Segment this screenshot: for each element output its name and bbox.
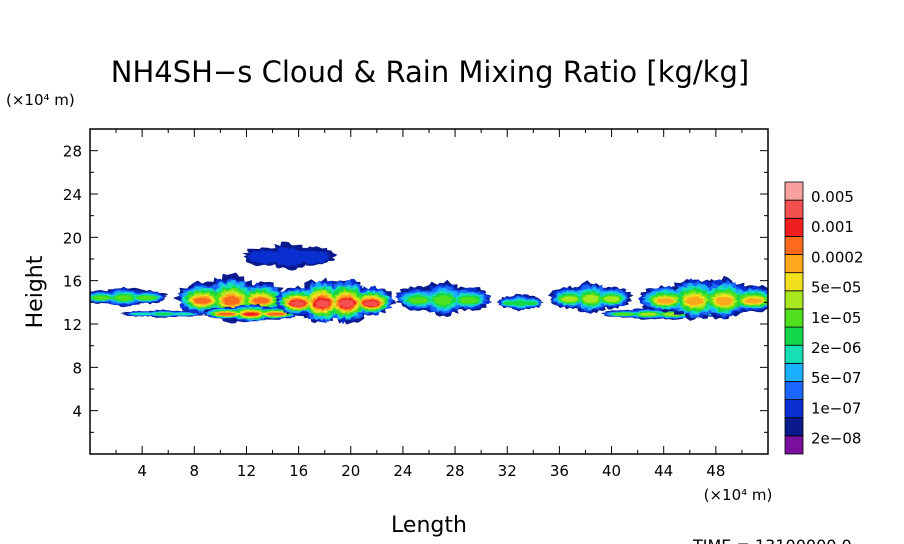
cloud-contour bbox=[638, 312, 657, 316]
cloud-contour bbox=[743, 298, 763, 304]
cloud-contour bbox=[513, 300, 528, 307]
cloud-contour bbox=[136, 295, 157, 300]
x-tick-label: 36 bbox=[550, 462, 569, 480]
cloud-contour bbox=[338, 299, 355, 308]
cloud-contour bbox=[656, 298, 675, 304]
colorbar-label: 0.0002 bbox=[811, 248, 864, 266]
x-tick-label: 32 bbox=[498, 462, 517, 480]
y-tick-label: 16 bbox=[63, 273, 82, 291]
colorbar-swatch bbox=[784, 435, 804, 455]
colorbar-swatch bbox=[784, 326, 804, 346]
colorbar-label: 2e−08 bbox=[811, 430, 861, 448]
cloud-contour bbox=[523, 301, 538, 306]
x-axis-unit: (×10⁴ m) bbox=[704, 486, 773, 504]
colorbar-swatch bbox=[784, 381, 804, 401]
x-tick-label: 48 bbox=[706, 462, 725, 480]
cloud-contour bbox=[715, 296, 734, 306]
cloud-contour bbox=[289, 300, 306, 307]
colorbar-label: 5e−07 bbox=[811, 369, 861, 387]
colorbar-swatch bbox=[784, 417, 804, 437]
x-tick-label: 16 bbox=[289, 462, 308, 480]
y-tick-label: 12 bbox=[63, 316, 82, 334]
cloud-contour bbox=[315, 299, 330, 308]
x-tick-label: 20 bbox=[341, 462, 360, 480]
cloud-contour bbox=[294, 250, 331, 265]
x-tick-label: 28 bbox=[446, 462, 465, 480]
colorbar-swatch bbox=[784, 235, 804, 255]
time-label: TIME = 13100000.0 bbox=[692, 536, 852, 544]
colorbar-swatch bbox=[784, 290, 804, 310]
cloud-contour bbox=[363, 301, 379, 307]
x-axis-label: Length bbox=[391, 513, 467, 538]
x-tick-label: 44 bbox=[654, 462, 673, 480]
colorbar-swatch bbox=[784, 254, 804, 274]
cloud-contour bbox=[432, 294, 453, 306]
cloud-contour bbox=[193, 297, 211, 304]
colorbar-label: 0.001 bbox=[811, 218, 854, 236]
x-tick-label: 40 bbox=[602, 462, 621, 480]
colorbar-swatch bbox=[784, 199, 804, 219]
y-axis-label: Height bbox=[23, 255, 48, 328]
cloud-contour bbox=[560, 296, 579, 303]
cloud-field bbox=[90, 241, 768, 325]
colorbar-swatch bbox=[784, 181, 804, 201]
colorbar-label: 0.005 bbox=[811, 188, 854, 206]
x-tick-label: 4 bbox=[137, 462, 147, 480]
colorbar-label: 2e−06 bbox=[811, 339, 861, 357]
cloud-contour bbox=[684, 296, 704, 306]
x-tick-label: 24 bbox=[393, 462, 412, 480]
y-axis-unit: (×10⁴ m) bbox=[6, 91, 75, 109]
colorbar-label: 1e−05 bbox=[811, 309, 861, 327]
y-tick-label: 24 bbox=[63, 186, 82, 204]
cloud-contour bbox=[266, 312, 286, 316]
cloud-contour bbox=[171, 312, 195, 316]
colorbar-label: 1e−07 bbox=[811, 399, 861, 417]
y-tick-label: 4 bbox=[72, 403, 82, 421]
colorbar-label: 5e−05 bbox=[811, 279, 861, 297]
cloud-contour bbox=[243, 312, 259, 316]
cloud-contour bbox=[216, 312, 236, 316]
cloud-contour bbox=[458, 297, 479, 304]
cloud-contour bbox=[252, 297, 270, 304]
cloud-contour bbox=[91, 295, 111, 300]
colorbar-swatch bbox=[784, 399, 804, 419]
cloud-contour bbox=[153, 312, 173, 316]
cloud-contour bbox=[223, 295, 240, 306]
colorbar-swatch bbox=[784, 217, 804, 237]
y-tick-label: 20 bbox=[63, 229, 82, 247]
colorbar: 0.005 0.001 0.0002 5e−05 1e−05 2e−06 5e−07 1e−0… bbox=[784, 181, 864, 455]
cloud-contour bbox=[502, 301, 518, 306]
x-tick-label: 8 bbox=[190, 462, 200, 480]
y-tick-label: 8 bbox=[72, 359, 82, 377]
cloud-contour bbox=[581, 294, 600, 303]
colorbar-swatch bbox=[784, 344, 804, 364]
colorbar-swatch bbox=[784, 362, 804, 382]
colorbar-swatch bbox=[784, 272, 804, 292]
cloud-contour bbox=[407, 296, 428, 304]
cloud-contour bbox=[612, 312, 635, 316]
y-tick-label: 28 bbox=[63, 143, 82, 161]
cloud-contour bbox=[270, 247, 308, 267]
cloud-contour bbox=[603, 296, 621, 303]
colorbar-swatch bbox=[784, 308, 804, 328]
x-tick-label: 12 bbox=[237, 462, 256, 480]
cloud-contour bbox=[129, 312, 154, 316]
chart-title: NH4SH−s Cloud & Rain Mixing Ratio [kg/kg… bbox=[111, 55, 749, 89]
cloud-contour bbox=[114, 295, 134, 302]
